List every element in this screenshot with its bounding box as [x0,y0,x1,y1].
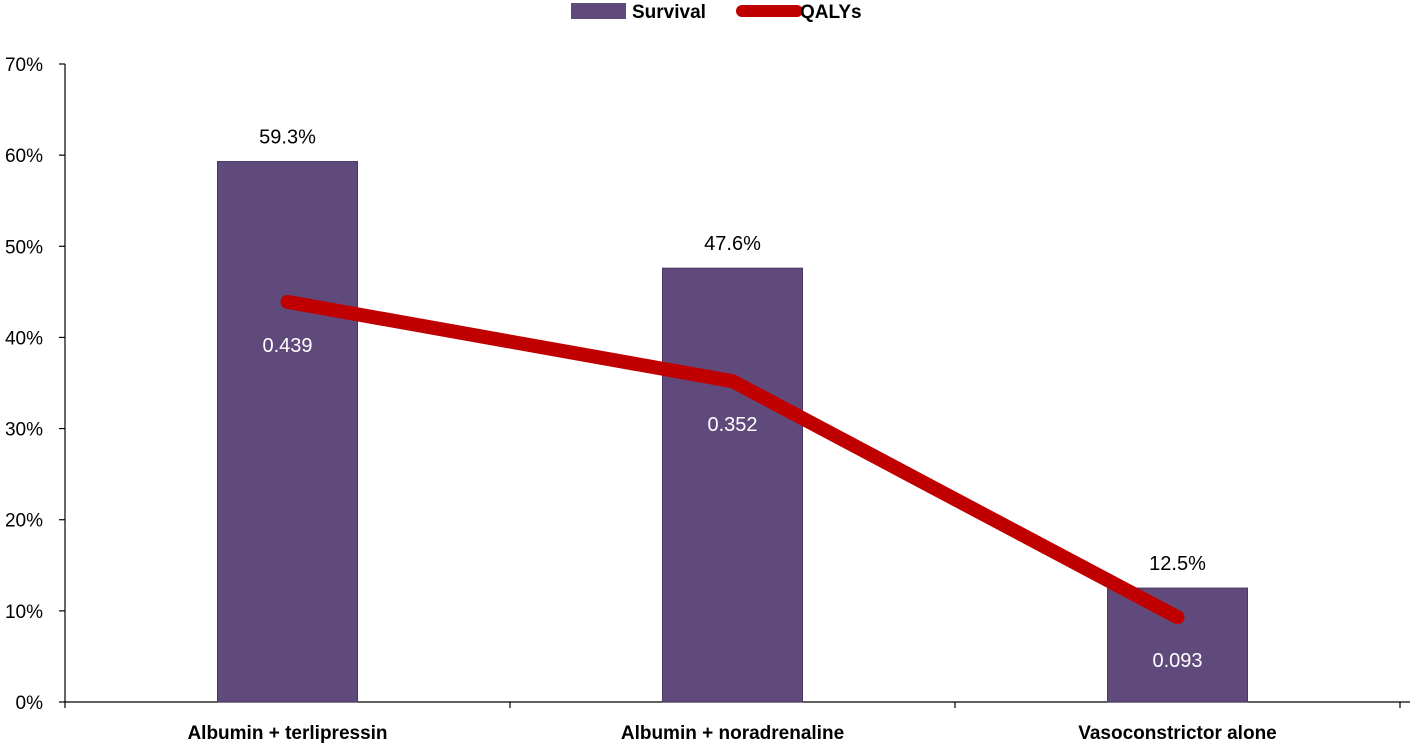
line-value-label: 0.439 [262,335,312,357]
bar-survival [662,267,803,703]
y-tick-label: 50% [5,237,43,258]
bar-survival [217,161,358,703]
line-value-label: 0.093 [1152,650,1202,672]
y-tick-label: 10% [5,602,43,623]
x-category-label: Albumin + noradrenaline [621,723,844,744]
legend: Survival QALYs [571,2,862,23]
legend-label-survival: Survival [632,2,706,23]
bar-series-survival [217,161,1248,703]
line-series-qalys [280,294,1185,625]
y-tick-label: 70% [5,55,43,76]
legend-label-qalys: QALYs [800,2,862,23]
line-value-label: 0.352 [707,414,757,436]
y-tick-label: 40% [5,328,43,349]
x-category-label: Vasoconstrictor alone [1078,723,1277,744]
y-tick-label: 0% [16,693,44,714]
legend-swatch-survival [571,3,626,19]
data-labels: 59.3% 47.6% 12.5% 0.439 0.352 0.093 [259,127,1206,673]
y-tick-label: 60% [5,146,43,167]
bar-value-label: 59.3% [259,127,316,149]
bar-value-label: 12.5% [1149,553,1206,575]
y-tick-label: 30% [5,420,43,441]
y-tick-label: 20% [5,511,43,532]
x-category-label: Albumin + terlipressin [187,723,387,744]
bar-value-label: 47.6% [704,233,761,255]
bar-survival [1107,587,1248,703]
axes: 0% 10% 20% 30% 40% 50% 60% 70% Albumin + terlipr… [5,55,1410,744]
